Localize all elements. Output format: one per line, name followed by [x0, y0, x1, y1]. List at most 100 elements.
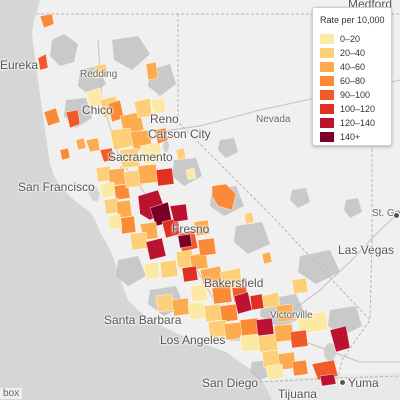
- region: [177, 233, 193, 249]
- region: [137, 163, 159, 185]
- gray-area: [234, 222, 270, 254]
- city-label-fresno: Fresno: [172, 222, 210, 236]
- region: [329, 325, 351, 353]
- region: [265, 363, 285, 381]
- region: [119, 215, 137, 235]
- region: [291, 359, 309, 377]
- region: [193, 219, 211, 237]
- region: [189, 283, 209, 303]
- region: [93, 63, 109, 79]
- legend-item: 140+: [320, 131, 360, 143]
- region: [211, 283, 233, 305]
- salton-sea: [324, 343, 336, 361]
- city-label-san-francisco: San Francisco: [18, 180, 95, 194]
- city-label-santa-barbara: Santa Barbara: [104, 313, 182, 327]
- gray-area: [298, 250, 340, 284]
- region: [219, 303, 239, 323]
- region: [255, 317, 275, 337]
- region: [37, 53, 49, 71]
- gray-area: [218, 138, 238, 158]
- region: [99, 181, 117, 199]
- region: [65, 109, 81, 129]
- legend-swatch: [320, 132, 334, 142]
- region: [243, 211, 255, 225]
- region: [107, 213, 123, 231]
- legend-swatch: [320, 90, 334, 100]
- region: [239, 333, 261, 353]
- city-label-nevada: Nevada: [256, 114, 291, 125]
- city-label-st-george: St. George: [372, 208, 400, 219]
- map-attribution[interactable]: box: [0, 388, 23, 399]
- region: [109, 127, 135, 151]
- region: [257, 333, 279, 353]
- legend-label: 60–80: [340, 76, 366, 86]
- region: [169, 203, 189, 223]
- region: [149, 97, 167, 115]
- region: [145, 61, 159, 81]
- city-label-carson-city: Carson City: [148, 127, 211, 141]
- legend-item: 90–100: [320, 89, 370, 101]
- region: [159, 259, 179, 279]
- legend-item: 40–60: [320, 61, 365, 73]
- legend-label: 140+: [340, 132, 361, 142]
- legend-item: 0–20: [320, 33, 360, 45]
- city-label-eureka: Eureka: [0, 58, 39, 72]
- legend-label: 20–40: [340, 48, 366, 58]
- rate-regions: [37, 13, 351, 387]
- region: [185, 167, 197, 181]
- city-label-las-vegas: Las Vegas: [338, 243, 395, 257]
- legend-label: 40–60: [340, 62, 366, 72]
- region: [275, 303, 295, 323]
- city-label-bakersfield: Bakersfield: [204, 276, 264, 290]
- legend-title: Rate per 10,000: [320, 15, 385, 25]
- city-label-san-diego: San Diego: [202, 376, 259, 390]
- legend-label: 0–20: [340, 34, 361, 44]
- region: [75, 137, 87, 151]
- region: [123, 169, 143, 189]
- region: [59, 147, 71, 161]
- region: [181, 265, 199, 283]
- city-label-tijuana: Tijuana: [278, 387, 317, 400]
- legend-item: 20–40: [320, 47, 365, 59]
- mexico-region: [262, 372, 400, 400]
- region: [289, 329, 309, 349]
- legend-item: 120–140: [320, 117, 375, 129]
- highway-i15: [279, 211, 400, 321]
- gray-area: [344, 198, 362, 218]
- legend-label: 120–140: [340, 118, 376, 128]
- region: [99, 147, 115, 163]
- region: [143, 261, 161, 281]
- city-label-medford: Medford: [348, 0, 393, 11]
- region: [85, 137, 101, 153]
- region: [291, 277, 309, 295]
- region: [187, 301, 207, 321]
- city-dot-yuma: [339, 379, 346, 386]
- region: [219, 267, 243, 291]
- legend-label: 100–120: [340, 104, 376, 114]
- region: [133, 97, 153, 119]
- region: [145, 237, 167, 261]
- region: [139, 141, 163, 165]
- legend-label: 90–100: [340, 90, 371, 100]
- bay-water: [88, 184, 100, 202]
- city-label-yuma: Yuma: [348, 376, 379, 390]
- region: [43, 107, 61, 127]
- gray-area: [112, 36, 150, 70]
- gray-area: [290, 188, 310, 208]
- region: [203, 303, 223, 323]
- nv-az-border: [369, 239, 373, 321]
- region: [175, 147, 187, 161]
- legend-swatch: [320, 62, 334, 72]
- region: [39, 13, 55, 29]
- legend-item: 60–80: [320, 75, 365, 87]
- gray-area: [50, 34, 78, 66]
- region: [129, 231, 149, 251]
- legend: Rate per 10,000 0–20 20–40 40–60 60–80 9…: [312, 7, 392, 146]
- gray-area: [116, 256, 146, 286]
- legend-swatch: [320, 104, 334, 114]
- us-mx-border: [259, 375, 400, 383]
- region: [155, 293, 175, 313]
- city-dot-st-george: [393, 212, 400, 219]
- region: [153, 127, 169, 145]
